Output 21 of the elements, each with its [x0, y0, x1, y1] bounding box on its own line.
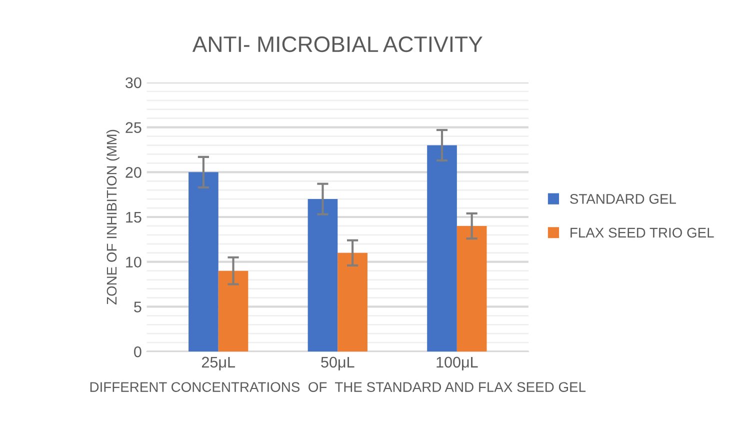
y-tick-label: 30	[126, 77, 142, 88]
y-tick-label: 0	[134, 346, 142, 358]
y-tick-label: 5	[134, 302, 142, 312]
bar	[338, 252, 368, 352]
x-axis-title: DIFFERENT CONCENTRATIONS OF THE STANDARD AND FLAX SEED GEL	[90, 382, 586, 392]
chart-title: ANTI- MICROBIAL ACTIVITY	[192, 36, 482, 52]
y-tick-label: 25	[126, 122, 142, 133]
bar	[427, 145, 457, 352]
x-tick-label: 100μL	[436, 356, 478, 370]
legend-label: STANDARD GEL	[570, 194, 676, 204]
y-tick-label: 15	[126, 212, 142, 223]
y-tick-label: 20	[126, 167, 142, 178]
x-tick-label: 25μL	[202, 356, 236, 370]
bar	[456, 226, 487, 352]
x-tick-label: 50μL	[321, 356, 354, 370]
bar	[218, 270, 248, 352]
bar	[188, 172, 218, 352]
y-tick-label: 10	[126, 256, 142, 268]
y-axis-title: ZONE OF INHIBITION (MM)	[106, 130, 120, 305]
bar	[308, 199, 338, 352]
legend-label: FLAX SEED TRIO GEL	[570, 228, 714, 238]
